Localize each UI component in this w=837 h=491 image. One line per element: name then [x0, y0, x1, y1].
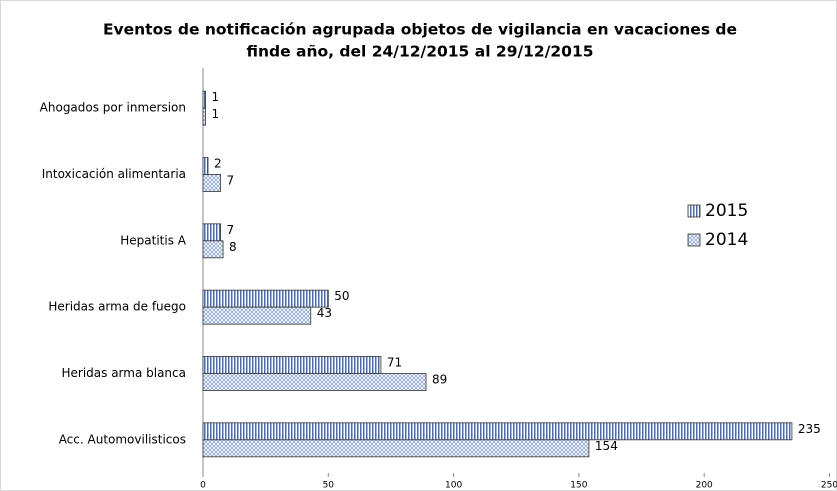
bar	[202, 240, 224, 259]
data-label: 1	[212, 107, 220, 121]
legend-swatch	[687, 204, 701, 218]
bar	[202, 439, 590, 458]
bar	[202, 174, 221, 192]
chart-title: Eventos de notificación agrupada objetos…	[103, 21, 737, 39]
y-tick-label: Heridas arma de fuego	[48, 300, 186, 314]
bar	[202, 90, 206, 109]
data-label: 50	[334, 289, 349, 303]
data-label: 71	[387, 356, 402, 370]
data-label: 89	[432, 373, 447, 387]
x-tick-label: 150	[570, 481, 587, 491]
bar	[202, 289, 329, 308]
bar	[202, 356, 382, 374]
x-tick-label: 0	[200, 481, 206, 491]
bar	[202, 422, 793, 441]
data-label: 235	[798, 422, 821, 436]
legend-swatch	[687, 233, 701, 247]
data-label: 154	[595, 439, 618, 453]
legend-label: 2015	[705, 201, 748, 221]
data-label: 7	[227, 174, 235, 188]
y-tick-label: Heridas arma blanca	[61, 366, 186, 380]
y-tick-label: Intoxicación alimentaria	[42, 167, 186, 181]
x-tick-label: 200	[696, 481, 713, 491]
y-tick-label: Acc. Automovilisticos	[59, 432, 186, 446]
x-tick-label: 250	[821, 481, 837, 491]
bar	[202, 373, 427, 391]
bar	[202, 157, 209, 175]
bar	[202, 306, 312, 325]
chart-title: finde año, del 24/12/2015 al 29/12/2015	[246, 43, 593, 61]
data-label: 1	[212, 90, 220, 104]
bar	[202, 107, 206, 126]
legend-label: 2014	[705, 230, 748, 250]
data-label: 43	[317, 306, 332, 320]
data-label: 2	[214, 157, 222, 171]
y-tick-label: Hepatitis A	[120, 233, 187, 247]
data-label: 7	[227, 223, 235, 237]
data-label: 8	[229, 240, 237, 254]
bar	[202, 223, 221, 242]
y-tick-label: Ahogados por inmersion	[40, 101, 186, 115]
x-tick-label: 50	[323, 481, 335, 491]
x-tick-label: 100	[445, 481, 462, 491]
